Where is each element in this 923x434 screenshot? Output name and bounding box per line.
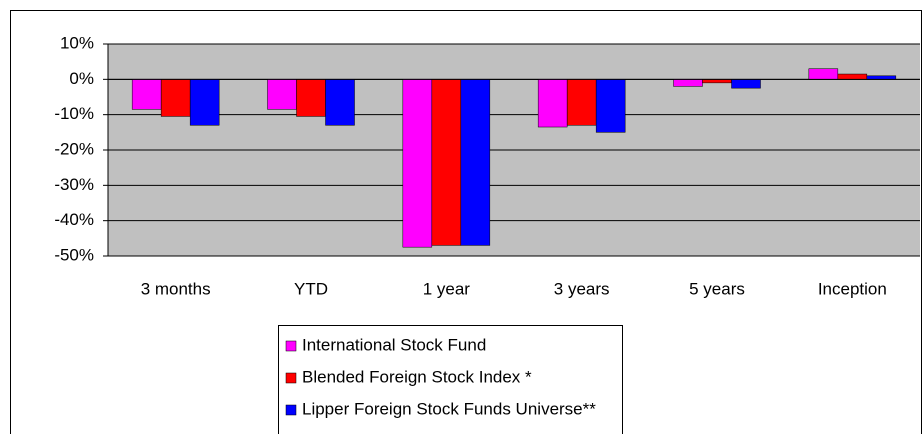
- y-tick-label: 0%: [69, 69, 94, 88]
- legend-label: Lipper Foreign Stock Funds Universe**: [302, 399, 596, 418]
- bar: [866, 75, 897, 80]
- y-tick-label: -50%: [54, 245, 94, 264]
- legend-box: [278, 325, 623, 434]
- bar: [595, 79, 626, 133]
- y-tick-label: -10%: [54, 104, 94, 123]
- bar: [189, 79, 220, 126]
- legend-label: Blended Foreign Stock Index *: [302, 367, 532, 386]
- bar: [731, 79, 761, 89]
- bar: [566, 79, 597, 126]
- bar: [431, 79, 462, 246]
- y-tick-label: 10%: [60, 33, 94, 52]
- y-tick-label: -40%: [54, 210, 94, 229]
- bar: [808, 68, 839, 80]
- bar: [673, 79, 703, 87]
- x-tick-label: 5 years: [689, 279, 745, 298]
- bar: [402, 79, 433, 248]
- bar: [160, 79, 191, 117]
- y-tick-label: -30%: [54, 175, 94, 194]
- x-tick-label: 1 year: [423, 279, 471, 298]
- bar: [296, 79, 326, 117]
- x-tick-label: YTD: [294, 279, 328, 298]
- bar: [131, 79, 162, 110]
- legend-label: International Stock Fund: [302, 335, 486, 354]
- legend-swatch: [285, 340, 297, 352]
- x-tick-label: Inception: [818, 279, 887, 298]
- bar: [702, 79, 732, 84]
- x-tick-label: 3 years: [554, 279, 610, 298]
- legend-swatch: [285, 372, 297, 384]
- bar: [267, 79, 297, 110]
- bar: [537, 79, 568, 128]
- bar: [837, 73, 868, 80]
- y-tick-label: -20%: [54, 139, 94, 158]
- bar: [325, 79, 355, 126]
- x-tick-label: 3 months: [141, 279, 211, 298]
- legend-swatch: [285, 404, 297, 416]
- bar: [460, 79, 491, 246]
